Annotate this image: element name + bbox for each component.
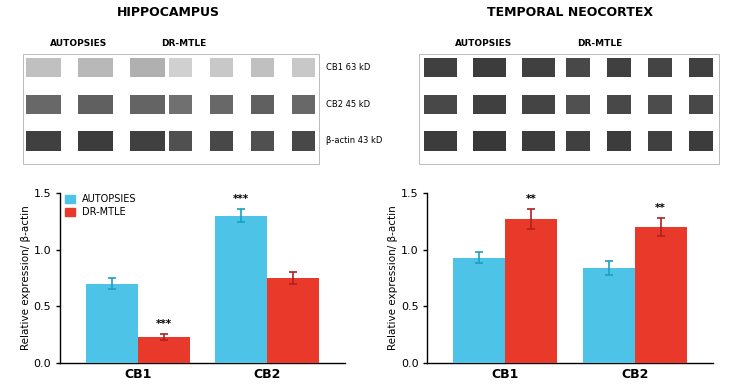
FancyBboxPatch shape xyxy=(78,58,113,77)
FancyBboxPatch shape xyxy=(26,95,62,114)
Text: ***: *** xyxy=(233,194,250,204)
FancyBboxPatch shape xyxy=(169,131,192,151)
FancyBboxPatch shape xyxy=(689,95,712,114)
FancyBboxPatch shape xyxy=(424,131,457,151)
FancyBboxPatch shape xyxy=(522,95,555,114)
FancyBboxPatch shape xyxy=(472,131,506,151)
FancyBboxPatch shape xyxy=(292,95,315,114)
FancyBboxPatch shape xyxy=(689,58,712,77)
FancyBboxPatch shape xyxy=(566,58,590,77)
Bar xyxy=(86,284,138,363)
FancyBboxPatch shape xyxy=(608,58,631,77)
Text: AUTOPSIES: AUTOPSIES xyxy=(455,39,512,47)
Text: CB2 45 kD: CB2 45 kD xyxy=(326,100,370,109)
FancyBboxPatch shape xyxy=(251,95,274,114)
FancyBboxPatch shape xyxy=(472,58,506,77)
FancyBboxPatch shape xyxy=(522,58,555,77)
FancyBboxPatch shape xyxy=(424,95,457,114)
FancyBboxPatch shape xyxy=(566,131,590,151)
FancyBboxPatch shape xyxy=(522,131,555,151)
Y-axis label: Relative expression/ β-actin: Relative expression/ β-actin xyxy=(20,205,31,350)
FancyBboxPatch shape xyxy=(608,95,631,114)
FancyBboxPatch shape xyxy=(26,58,62,77)
Bar xyxy=(506,219,557,363)
Bar xyxy=(215,216,267,363)
FancyBboxPatch shape xyxy=(130,58,165,77)
FancyBboxPatch shape xyxy=(169,95,192,114)
Bar xyxy=(583,268,634,363)
Text: β-actin 43 kD: β-actin 43 kD xyxy=(326,136,382,146)
FancyBboxPatch shape xyxy=(210,131,233,151)
FancyBboxPatch shape xyxy=(169,58,192,77)
Bar xyxy=(634,227,686,363)
FancyBboxPatch shape xyxy=(78,131,113,151)
FancyBboxPatch shape xyxy=(251,58,274,77)
Bar xyxy=(454,257,506,363)
Text: **: ** xyxy=(656,203,666,213)
Bar xyxy=(267,278,319,363)
FancyBboxPatch shape xyxy=(424,58,457,77)
Text: ***: *** xyxy=(155,320,172,329)
FancyBboxPatch shape xyxy=(292,58,315,77)
Text: DR-MTLE: DR-MTLE xyxy=(161,39,206,47)
Text: HIPPOCAMPUS: HIPPOCAMPUS xyxy=(117,6,220,19)
FancyBboxPatch shape xyxy=(648,58,671,77)
Bar xyxy=(138,337,190,363)
FancyBboxPatch shape xyxy=(78,95,113,114)
Text: **: ** xyxy=(526,194,536,204)
Text: AUTOPSIES: AUTOPSIES xyxy=(50,39,107,47)
FancyBboxPatch shape xyxy=(130,131,165,151)
FancyBboxPatch shape xyxy=(608,131,631,151)
FancyBboxPatch shape xyxy=(689,131,712,151)
FancyBboxPatch shape xyxy=(26,131,62,151)
FancyBboxPatch shape xyxy=(472,95,506,114)
FancyBboxPatch shape xyxy=(130,95,165,114)
FancyBboxPatch shape xyxy=(210,95,233,114)
FancyBboxPatch shape xyxy=(648,131,671,151)
FancyBboxPatch shape xyxy=(566,95,590,114)
Legend: AUTOPSIES, DR-MTLE: AUTOPSIES, DR-MTLE xyxy=(64,195,136,217)
Text: DR-MTLE: DR-MTLE xyxy=(578,39,622,47)
Y-axis label: Relative expression/ β-actin: Relative expression/ β-actin xyxy=(388,205,398,350)
Text: TEMPORAL NEOCORTEX: TEMPORAL NEOCORTEX xyxy=(487,6,653,19)
FancyBboxPatch shape xyxy=(210,58,233,77)
FancyBboxPatch shape xyxy=(292,131,315,151)
Text: CB1 63 kD: CB1 63 kD xyxy=(326,63,370,72)
FancyBboxPatch shape xyxy=(648,95,671,114)
FancyBboxPatch shape xyxy=(251,131,274,151)
